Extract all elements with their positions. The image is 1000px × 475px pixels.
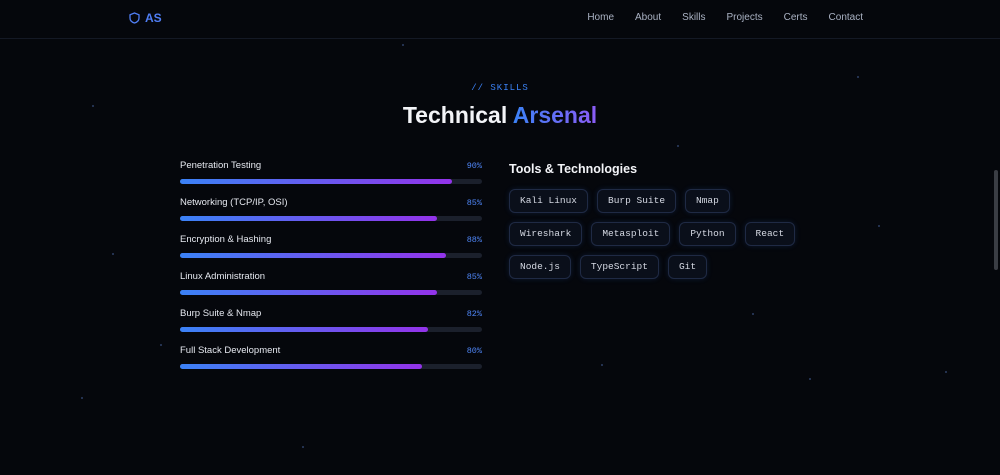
logo-text: AS	[145, 11, 162, 25]
nav-link[interactable]: Home	[587, 12, 615, 23]
star	[402, 44, 404, 46]
skill-percent: 85%	[466, 272, 482, 282]
tech-tag: Metasploit	[591, 222, 671, 246]
progress-fill	[180, 327, 428, 332]
skill-percent: 82%	[466, 309, 482, 319]
star	[945, 371, 947, 373]
tech-tag: Git	[667, 255, 708, 279]
star	[878, 225, 880, 227]
progress-track	[180, 216, 482, 221]
nav-link[interactable]: Skills	[682, 12, 706, 23]
tag-list: Kali Linux Burp Suite Nmap Wireshark Metaspl…	[509, 189, 799, 279]
nav-link[interactable]: Contact	[828, 12, 863, 23]
star	[302, 446, 304, 448]
progress-track	[180, 179, 482, 184]
tech-tag: React	[744, 222, 796, 246]
progress-fill	[180, 364, 422, 369]
tech-tag: Kali Linux	[509, 189, 589, 213]
skill-row: Full Stack Development 80%	[180, 345, 482, 382]
star	[160, 344, 162, 346]
progress-track	[180, 253, 482, 258]
skill-percent: 90%	[466, 161, 482, 171]
skill-percent: 85%	[466, 198, 482, 208]
section-title: Technical Arsenal	[0, 102, 1000, 129]
logo[interactable]: AS	[129, 11, 162, 25]
skill-row: Burp Suite & Nmap 82%	[180, 308, 482, 345]
star	[81, 397, 83, 399]
tech-tag: Python	[679, 222, 736, 246]
skill-name: Burp Suite & Nmap	[180, 308, 262, 319]
skill-row: Penetration Testing 90%	[180, 160, 482, 197]
title-accent: Arsenal	[512, 102, 598, 128]
star	[112, 253, 114, 255]
skill-name: Full Stack Development	[180, 345, 281, 356]
star	[857, 76, 859, 78]
progress-track	[180, 364, 482, 369]
tech-tag: Nmap	[685, 189, 730, 213]
skill-percent: 80%	[466, 346, 482, 356]
progress-fill	[180, 290, 437, 295]
star	[752, 313, 754, 315]
progress-track	[180, 290, 482, 295]
title-main: Technical	[402, 102, 508, 128]
scrollbar[interactable]	[994, 170, 998, 270]
star	[601, 364, 603, 366]
section-label: // SKILLS	[471, 83, 529, 93]
skill-row: Linux Administration 85%	[180, 271, 482, 308]
skill-name: Linux Administration	[180, 271, 266, 282]
tech-tag: TypeScript	[579, 255, 659, 279]
tech-tag: Node.js	[509, 255, 571, 279]
shield-icon	[129, 12, 140, 24]
star	[92, 105, 94, 107]
tools-title: Tools & Technologies	[509, 162, 638, 176]
tech-tag: Burp Suite	[597, 189, 677, 213]
skill-name: Encryption & Hashing	[180, 234, 272, 245]
star	[677, 145, 679, 147]
navbar: AS Home About Skills Projects Certs Contact	[0, 0, 1000, 39]
progress-fill	[180, 253, 446, 258]
skill-percent: 88%	[466, 235, 482, 245]
skill-name: Networking (TCP/IP, OSI)	[180, 197, 288, 208]
tech-tag: Wireshark	[509, 222, 583, 246]
nav-link[interactable]: Certs	[783, 12, 808, 23]
nav-links: Home About Skills Projects Certs Contact	[587, 12, 863, 23]
progress-fill	[180, 216, 437, 221]
skill-row: Encryption & Hashing 88%	[180, 234, 482, 271]
nav-link[interactable]: About	[635, 12, 662, 23]
star	[809, 378, 811, 380]
skill-name: Penetration Testing	[180, 160, 262, 171]
progress-track	[180, 327, 482, 332]
skill-list: Penetration Testing 90% Networking (TCP/IP…	[180, 160, 482, 382]
progress-fill	[180, 179, 452, 184]
nav-link[interactable]: Projects	[726, 12, 763, 23]
skill-row: Networking (TCP/IP, OSI) 85%	[180, 197, 482, 234]
